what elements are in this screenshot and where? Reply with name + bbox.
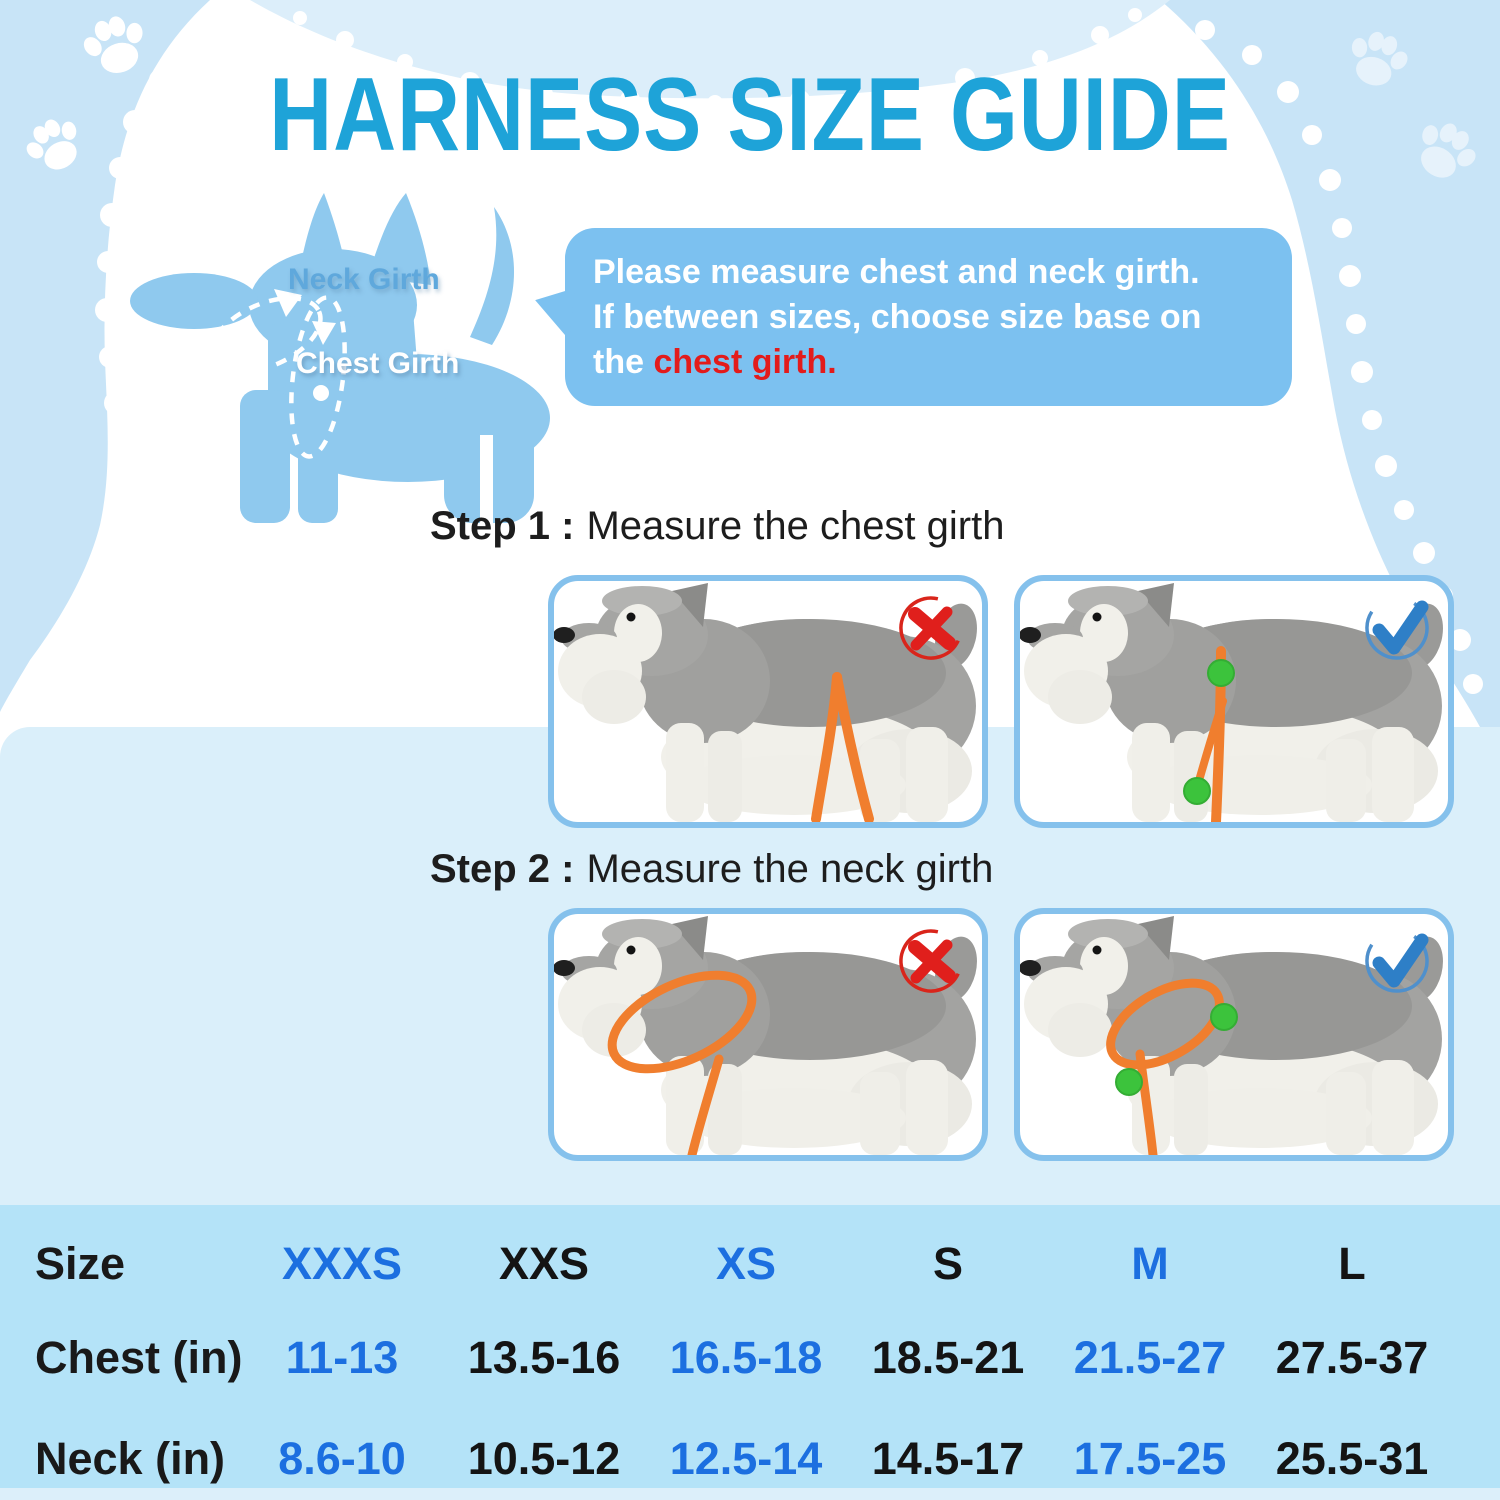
table-cell: S (932, 1238, 963, 1289)
photo-panel-neck-wrong (548, 908, 988, 1161)
table-cell: XXXS (281, 1238, 403, 1289)
table-cell: 25.5-31 (1275, 1433, 1429, 1484)
table-row-size: Size XXXS XXS XS S M L (35, 1238, 1453, 1290)
table-row-label: Neck (in) (35, 1433, 226, 1484)
bubble-line-3: the chest girth. (593, 340, 1292, 385)
table-cell: 12.5-14 (669, 1433, 823, 1484)
dog-measurement-diagram: Neck Girth Chest Girth (128, 185, 560, 530)
table-background-band (0, 1205, 1500, 1488)
step-2-label: Step 2 : (430, 847, 575, 891)
photo-panel-chest-correct (1014, 575, 1454, 828)
chest-girth-label: Chest Girth (296, 347, 460, 380)
table-cell: 11-13 (285, 1332, 399, 1383)
bubble-line-2: If between sizes, choose size base on (593, 298, 1202, 336)
table-row-chest: Chest (in) 11-13 13.5-16 16.5-18 18.5-21… (35, 1332, 1453, 1384)
left-dots-arc (60, 30, 212, 680)
bottom-strip (0, 1488, 1500, 1500)
bubble-line-3-prefix: the (593, 343, 654, 381)
table-cell: 21.5-27 (1073, 1332, 1227, 1383)
check-mark-icon (1358, 589, 1436, 667)
speech-bubble-tail (531, 284, 575, 340)
table-cell: XS (715, 1238, 777, 1289)
table-row-neck: Neck (in) 8.6-10 10.5-12 12.5-14 14.5-17… (35, 1433, 1453, 1485)
neck-arrow-icon (274, 289, 302, 317)
table-cell: XXS (498, 1238, 590, 1289)
dog-silhouette-icon (130, 193, 550, 523)
dog-photo-neck-wrong (554, 914, 982, 1155)
top-wave-shape (250, 0, 1170, 99)
dog-photo-chest-wrong (554, 581, 982, 822)
wave-dots (293, 8, 1142, 111)
dog-photo-neck-correct (1020, 914, 1448, 1155)
dog-photo-chest-correct (1020, 581, 1448, 822)
right-dots-arc (1195, 20, 1483, 694)
x-mark-icon (892, 589, 970, 667)
harness-strap (811, 672, 874, 822)
table-cell: 8.6-10 (278, 1433, 406, 1484)
table-cell: L (1338, 1238, 1366, 1289)
table-row-label: Chest (in) (35, 1332, 243, 1383)
table-cell: 10.5-12 (467, 1433, 621, 1484)
step-2-heading: Step 2 : Measure the neck girth (430, 847, 993, 892)
table-cell: 16.5-18 (669, 1332, 823, 1383)
bubble-line-1: Please measure chest and neck girth. (593, 253, 1200, 291)
girth-markers (247, 289, 336, 401)
green-marker-dots (1115, 1003, 1238, 1096)
step-1-heading: Step 1 : Measure the chest girth (430, 504, 1004, 549)
green-marker-dots (1183, 659, 1235, 805)
hind-leg-gap (480, 435, 493, 523)
table-cell: M (1131, 1238, 1169, 1289)
neck-strap (1106, 978, 1224, 1155)
speech-bubble: Please measure chest and neck girth. If … (531, 228, 1292, 406)
chest-girth-highlight: chest girth. (653, 343, 837, 381)
step-2-text: Measure the neck girth (586, 847, 994, 891)
photo-panel-chest-wrong (548, 575, 988, 828)
table-cell: 17.5-25 (1073, 1433, 1227, 1484)
step-1-label: Step 1 : (430, 504, 575, 548)
table-row-label: Size (35, 1238, 126, 1289)
check-mark-icon (1358, 922, 1436, 1000)
page-title: HARNESS SIZE GUIDE (269, 57, 1231, 173)
table-cell: 18.5-21 (871, 1332, 1025, 1383)
neck-strap (607, 970, 757, 1155)
table-cell: 14.5-17 (871, 1433, 1025, 1484)
neck-girth-label: Neck Girth (288, 263, 440, 296)
x-mark-icon (892, 922, 970, 1000)
paw-print-icon (16, 108, 93, 182)
photo-panel-neck-correct (1014, 908, 1454, 1161)
step-1-text: Measure the chest girth (586, 504, 1005, 548)
table-cell: 27.5-37 (1275, 1332, 1429, 1383)
table-cell: 13.5-16 (467, 1332, 621, 1383)
chest-arrow-icon (312, 321, 336, 345)
paw-print-icon (1403, 111, 1487, 192)
